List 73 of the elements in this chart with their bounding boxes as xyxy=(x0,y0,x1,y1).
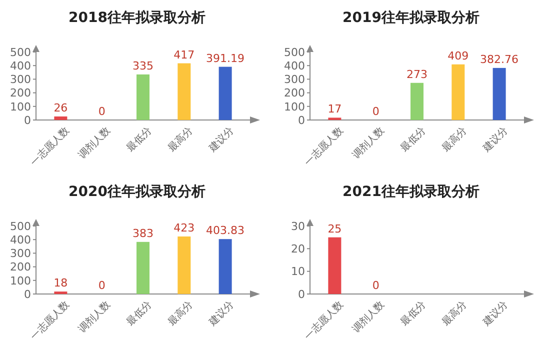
chart-title: 2020往年拟录取分析 xyxy=(68,183,206,200)
x-tick-label: 建议分 xyxy=(206,124,236,155)
bar xyxy=(492,68,506,120)
x-tick-label: 调剂人数 xyxy=(350,298,387,336)
data-label: 0 xyxy=(372,105,380,118)
x-tick-label: 最高分 xyxy=(166,298,196,328)
y-tick-label: 200 xyxy=(10,260,31,274)
data-label: 18 xyxy=(54,276,68,290)
y-tick-label: 400 xyxy=(284,59,305,72)
data-label: 0 xyxy=(98,279,106,292)
x-tick-label: 最高分 xyxy=(440,124,470,154)
x-tick-label: 调剂人数 xyxy=(76,124,113,162)
x-tick-label: 调剂人数 xyxy=(350,124,387,162)
x-tick-label: 建议分 xyxy=(206,298,236,329)
y-tick-label: 100 xyxy=(10,274,31,288)
data-label: 383 xyxy=(132,226,154,240)
y-tick-label: 10 xyxy=(291,265,305,278)
data-label: 409 xyxy=(448,49,469,62)
data-label: 391.19 xyxy=(206,52,245,65)
data-label: 335 xyxy=(132,59,154,72)
y-tick-label: 0 xyxy=(298,288,305,301)
x-tick-label: 一志愿人数 xyxy=(302,298,346,342)
x-tick-label: 最高分 xyxy=(166,124,196,154)
y-tick-label: 100 xyxy=(10,100,31,114)
y-tick-label: 200 xyxy=(10,86,31,100)
data-label: 403.83 xyxy=(206,224,245,238)
data-label: 382.76 xyxy=(480,52,519,66)
bar xyxy=(178,63,191,120)
x-tick-label: 最低分 xyxy=(398,124,428,154)
x-tick-label: 最低分 xyxy=(124,124,154,154)
y-tick-label: 400 xyxy=(10,233,31,246)
y-tick-label: 300 xyxy=(10,73,31,86)
y-tick-label: 30 xyxy=(291,220,305,233)
y-tick-label: 500 xyxy=(284,46,305,59)
bar xyxy=(178,236,191,294)
bar xyxy=(136,242,150,294)
data-label: 423 xyxy=(174,221,195,234)
bar xyxy=(54,116,68,120)
x-tick-label: 一志愿人数 xyxy=(28,298,72,342)
x-tick-label: 一志愿人数 xyxy=(28,124,72,168)
y-tick-label: 0 xyxy=(24,114,31,127)
y-tick-label: 400 xyxy=(10,59,31,72)
data-label: 26 xyxy=(54,101,68,114)
bar xyxy=(136,74,150,120)
chart-title: 2018往年拟录取分析 xyxy=(68,9,206,26)
data-label: 417 xyxy=(174,48,195,62)
bar xyxy=(218,239,232,294)
y-tick-label: 300 xyxy=(10,247,31,260)
x-tick-label: 建议分 xyxy=(480,298,510,329)
x-tick-label: 最低分 xyxy=(398,298,428,328)
chart-title: 2021往年拟录取分析 xyxy=(342,183,480,200)
data-label: 0 xyxy=(98,105,106,118)
y-tick-label: 500 xyxy=(10,220,31,233)
bar xyxy=(218,66,232,120)
x-tick-label: 一志愿人数 xyxy=(302,124,346,168)
x-tick-label: 最低分 xyxy=(124,298,154,328)
y-tick-label: 100 xyxy=(284,100,305,114)
x-tick-label: 建议分 xyxy=(480,124,510,155)
y-tick-label: 20 xyxy=(291,242,305,256)
data-label: 273 xyxy=(406,68,428,81)
y-tick-label: 0 xyxy=(298,114,305,127)
bar xyxy=(452,64,465,120)
data-label: 17 xyxy=(328,102,342,116)
y-tick-label: 300 xyxy=(284,73,305,86)
chart-title: 2019往年拟录取分析 xyxy=(342,9,480,26)
y-tick-label: 0 xyxy=(24,288,31,301)
y-tick-label: 200 xyxy=(284,86,305,100)
x-tick-label: 最高分 xyxy=(440,298,470,328)
data-label: 0 xyxy=(372,279,380,292)
x-tick-label: 调剂人数 xyxy=(76,298,113,336)
data-label: 25 xyxy=(328,222,342,236)
y-tick-label: 500 xyxy=(10,46,31,59)
bar xyxy=(410,82,424,120)
